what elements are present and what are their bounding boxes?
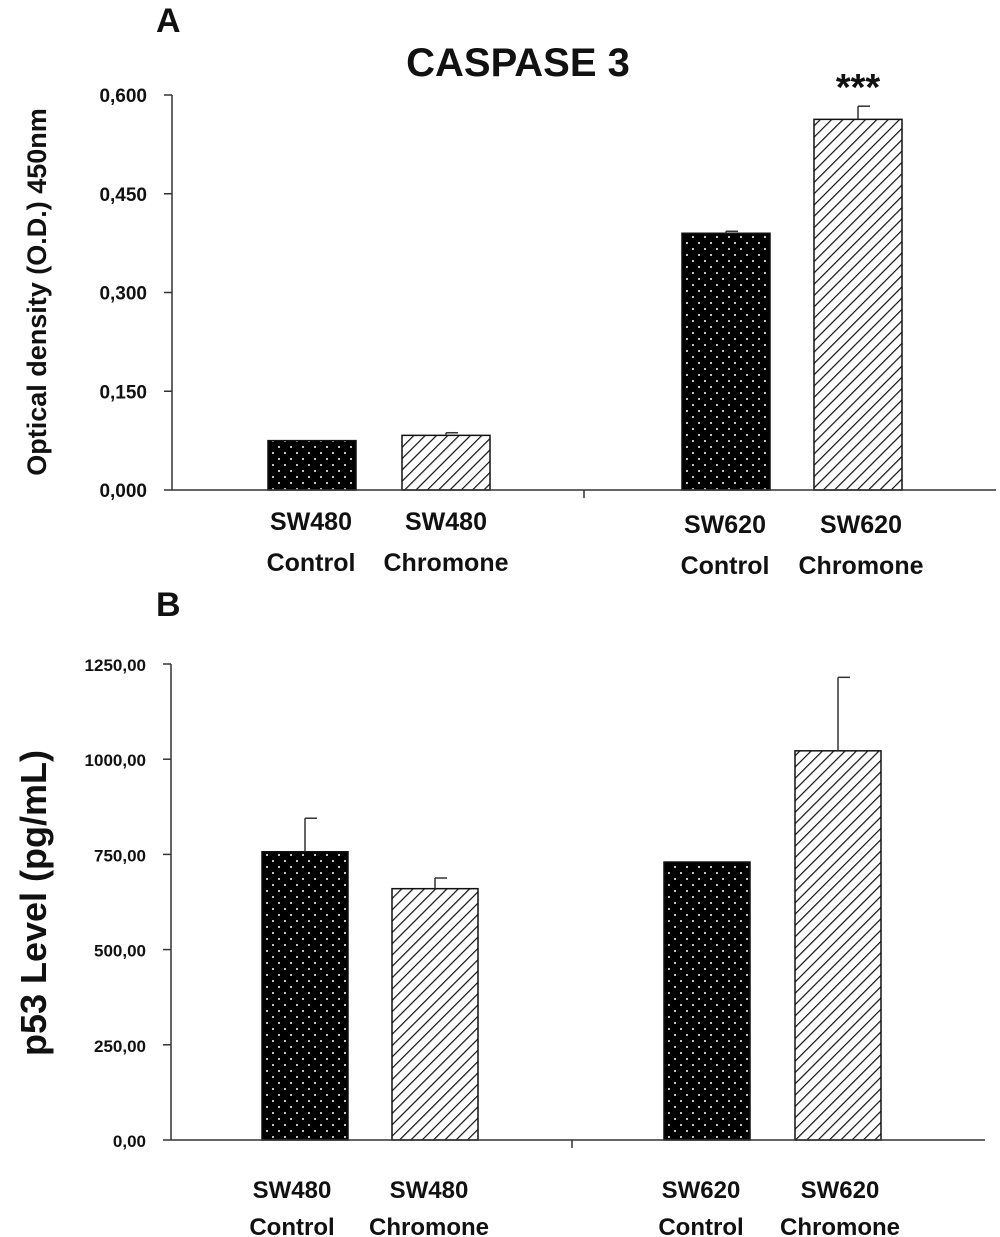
chart-a-y-tick-label: 0,600 (99, 86, 147, 107)
chart-a-bar (267, 439, 357, 491)
chart-a-category-label: SW620 (820, 511, 902, 539)
panel-b: B p53 Level (pg/mL) 0,00 250,00 500,00 750,… (13, 586, 985, 1237)
chart-b-bar (794, 750, 882, 1141)
chart-a-bar (681, 232, 771, 491)
chart-b-category-sublabel: Control (249, 1214, 334, 1237)
chart-a-category-sublabel: Chromone (384, 549, 509, 577)
chart-b-y-tick-label: 1000,00 (85, 751, 146, 770)
chart-a-category-label: SW480 (270, 508, 352, 536)
chart-a-category-label: SW480 (405, 508, 487, 536)
chart-b-category-label: SW480 (390, 1177, 469, 1204)
chart-b-y-tick-label: 250,00 (94, 1037, 146, 1056)
chart-a-title: CASPASE 3 (406, 41, 630, 85)
chart-b-y-tick-label: 750,00 (94, 846, 146, 865)
chart-a-y-tick-label: 0,000 (99, 481, 147, 502)
chart-b-category-label: SW620 (801, 1177, 880, 1204)
chart-a-category-labels: SW480 Control SW480 Chromone SW620 Control SW6… (267, 508, 924, 580)
chart-b-bar (663, 861, 751, 1141)
chart-b-category-sublabel: Chromone (369, 1214, 489, 1237)
chart-a-y-tick-label: 0,450 (99, 185, 147, 206)
chart-b-bar (261, 850, 349, 1141)
panel-a: A CASPASE 3 Optical density (O.D.) 450nm… (22, 2, 996, 580)
chart-a-axes (171, 95, 996, 498)
panel-a-letter: A (156, 2, 181, 40)
chart-b-category-sublabel: Control (658, 1214, 743, 1237)
chart-b-y-axis-label: p53 Level (pg/mL) (13, 750, 54, 1056)
chart-a-bar (813, 118, 903, 491)
chart-a-y-tick-label: 0,150 (99, 382, 147, 403)
chart-b-category-label: SW620 (662, 1177, 741, 1204)
chart-b-bars (261, 676, 882, 1141)
chart-a-category-sublabel: Control (681, 552, 770, 580)
chart-a-y-ticks: 0,000 0,150 0,300 0,450 0,600 (99, 86, 172, 502)
chart-a-y-axis-label: Optical density (O.D.) 450nm (22, 108, 52, 476)
chart-a-significance-label: *** (836, 67, 881, 109)
chart-b-axes (170, 664, 985, 1148)
chart-b-category-labels: SW480 Control SW480 Chromone SW620 Control SW6… (249, 1177, 900, 1237)
chart-a-category-label: SW620 (684, 511, 766, 539)
chart-b-category-label: SW480 (253, 1177, 332, 1204)
chart-b-bar (391, 887, 479, 1141)
chart-b-y-tick-label: 1250,00 (85, 656, 146, 675)
chart-b-y-ticks: 0,00 250,00 500,00 750,00 1000,00 1250,00 (85, 656, 171, 1151)
chart-a-category-sublabel: Chromone (799, 552, 924, 580)
chart-a-bars: *** (267, 67, 903, 491)
chart-a-bar (401, 434, 491, 491)
chart-b-y-tick-label: 500,00 (94, 942, 146, 961)
chart-a-category-sublabel: Control (267, 549, 356, 577)
chart-b-category-sublabel: Chromone (780, 1214, 900, 1237)
chart-b-y-tick-label: 0,00 (113, 1132, 146, 1151)
panel-b-letter: B (156, 586, 181, 624)
chart-a-y-tick-label: 0,300 (99, 284, 147, 305)
